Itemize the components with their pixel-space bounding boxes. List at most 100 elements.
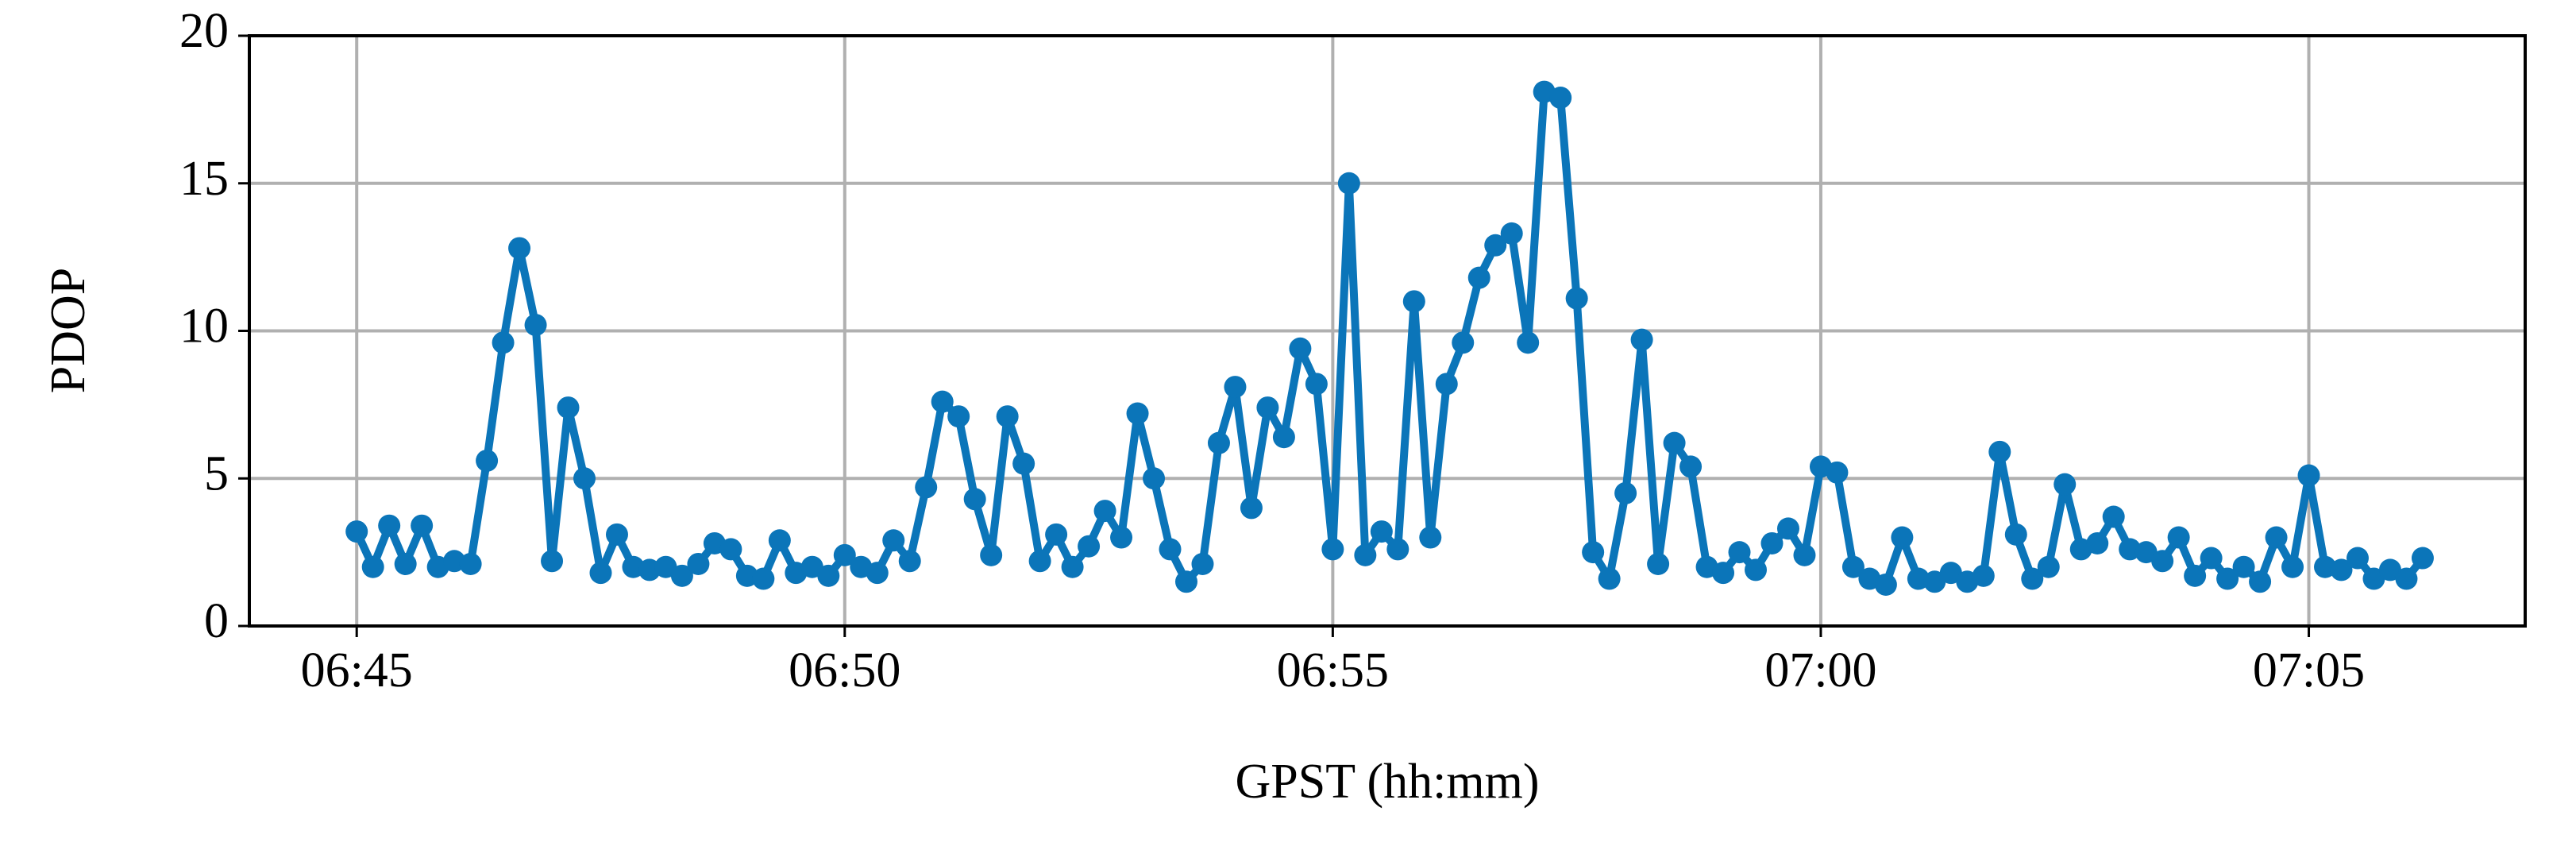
data-point [1598, 567, 1621, 590]
data-point [2053, 473, 2077, 496]
data-point [1565, 287, 1588, 310]
data-point [1452, 331, 1475, 354]
x-tick-label: 06:55 [1277, 643, 1389, 697]
data-point [1647, 552, 1670, 575]
data-point [1630, 328, 1653, 351]
data-point [833, 543, 856, 566]
data-point [2297, 464, 2320, 487]
data-point [866, 562, 889, 585]
data-point [2134, 541, 2158, 564]
data-point [687, 552, 710, 575]
x-axis-label: GPST (hh:mm) [1236, 755, 1540, 809]
data-point [768, 529, 791, 552]
data-point [1207, 431, 1230, 454]
data-point [1240, 496, 1263, 520]
data-point [817, 564, 840, 587]
data-point [1614, 481, 1637, 504]
data-point [1224, 376, 1247, 399]
y-tick-label: 20 [179, 4, 229, 58]
data-point [476, 449, 499, 472]
data-point [2346, 547, 2369, 570]
data-point [963, 488, 986, 511]
x-tick-label: 07:00 [1764, 643, 1876, 697]
data-point [800, 555, 823, 578]
data-point [2265, 526, 2288, 549]
data-point [1745, 558, 1768, 581]
data-point [1841, 555, 1865, 578]
y-tick-label: 15 [179, 152, 229, 206]
y-tick-label: 10 [179, 299, 229, 354]
data-point [1874, 573, 1897, 596]
data-point [1679, 455, 1703, 478]
data-point [394, 552, 417, 575]
data-point [1972, 564, 1995, 587]
data-point [931, 390, 954, 413]
data-point [1939, 562, 1962, 585]
data-point [2102, 505, 2125, 528]
data-point [1500, 222, 1523, 245]
data-point [524, 314, 547, 337]
data-point [1191, 552, 1214, 575]
data-point [1402, 290, 1425, 313]
data-point [1159, 538, 1182, 561]
data-point [605, 523, 628, 546]
data-point [670, 564, 693, 587]
data-point [1305, 373, 1328, 396]
data-point [1386, 538, 1409, 561]
data-point [1776, 517, 1799, 540]
data-point [2021, 567, 2044, 590]
data-point [1435, 373, 1458, 396]
data-point [1712, 562, 1735, 585]
data-point [2281, 555, 2304, 578]
data-point [1484, 234, 1507, 257]
y-axis-label: PDOP [41, 268, 95, 394]
data-point [1012, 452, 1035, 475]
data-point [1582, 541, 1605, 564]
data-point [2330, 558, 2353, 581]
data-point [1760, 531, 1784, 554]
data-point [1061, 555, 1084, 578]
data-point [2151, 550, 2174, 573]
data-point [1826, 461, 1849, 484]
data-point [573, 467, 596, 490]
data-point [411, 514, 434, 537]
data-point [980, 543, 1003, 566]
x-tick-label: 06:45 [301, 643, 413, 697]
data-point [2395, 567, 2418, 590]
data-point [947, 405, 970, 428]
x-tick-label: 06:50 [789, 643, 900, 697]
data-point [1663, 431, 1686, 454]
data-point [1793, 543, 1816, 566]
data-point [541, 550, 564, 573]
data-point [1923, 570, 1946, 593]
data-point [1256, 396, 1279, 419]
data-point [361, 555, 384, 578]
data-point [557, 396, 580, 419]
data-point [1143, 467, 1166, 490]
data-point [1370, 520, 1393, 543]
data-point [1337, 172, 1360, 195]
data-point [915, 476, 938, 499]
data-point [1354, 543, 1377, 566]
data-point [2184, 564, 2207, 587]
data-point [589, 562, 612, 585]
data-point [2167, 526, 2190, 549]
data-point [2411, 547, 2434, 570]
data-point [1419, 526, 1442, 549]
data-point [2037, 555, 2060, 578]
data-point [345, 520, 368, 543]
data-point [882, 529, 905, 552]
data-point [1517, 331, 1540, 354]
data-point [1078, 535, 1101, 558]
data-point [2216, 567, 2239, 590]
data-point [1728, 541, 1751, 564]
y-tick-label: 0 [204, 594, 229, 648]
data-point [1289, 337, 1312, 360]
data-point [898, 550, 921, 573]
data-point [459, 552, 482, 575]
data-point [1891, 526, 1914, 549]
data-point [719, 538, 742, 561]
data-point [508, 237, 531, 260]
data-point [1110, 526, 1133, 549]
